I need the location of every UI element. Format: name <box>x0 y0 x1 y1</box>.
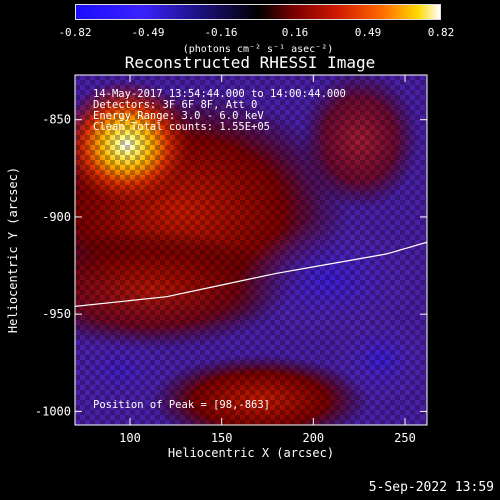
info-line-time-range: 14-May-2017 13:54:44.000 to 14:00:44.000 <box>93 88 346 100</box>
x-tick-label: 200 <box>302 431 324 445</box>
colorbar-tick: -0.49 <box>131 26 165 39</box>
plot-frame <box>74 74 428 426</box>
x-axis: 100 150 200 250 <box>119 75 416 445</box>
x-tick-label: 250 <box>394 431 416 445</box>
y-tick-label: -900 <box>42 210 71 224</box>
info-line-clean-counts: Clean Total counts: 1.55E+05 <box>93 121 270 133</box>
y-tick-label: -1000 <box>35 404 71 418</box>
peak-position-label: Position of Peak = [98,-863] <box>93 399 270 411</box>
colorbar: -0.82 -0.49 -0.16 0.16 0.49 0.82 (photon… <box>58 4 454 55</box>
info-line-energy-range: Energy Range: 3.0 - 6.0 keV <box>93 110 264 122</box>
info-line-detectors: Detectors: 3F 6F 8F, Att 0 <box>93 99 257 111</box>
y-tick-label: -950 <box>42 307 71 321</box>
chart-title: Reconstructed RHESSI Image <box>124 53 376 72</box>
y-axis: -850 -900 -950 -1000 <box>35 113 427 418</box>
footer-timestamp: 5-Sep-2022 13:59 <box>368 480 494 495</box>
colorbar-tick: -0.82 <box>58 26 92 39</box>
x-axis-label: Heliocentric X (arcsec) <box>168 446 334 460</box>
x-tick-label: 150 <box>211 431 233 445</box>
colorbar-tick: -0.16 <box>204 26 238 39</box>
colorbar-tick: 0.16 <box>281 26 309 39</box>
info-block: 14-May-2017 13:54:44.000 to 14:00:44.000… <box>93 88 346 133</box>
colorbar-gradient <box>75 4 441 20</box>
colorbar-tick: 0.82 <box>427 26 455 39</box>
colorbar-tick: 0.49 <box>354 26 382 39</box>
y-tick-label: -850 <box>42 113 71 127</box>
y-axis-label: Heliocentric Y (arcsec) <box>6 167 20 333</box>
colorbar-unit-label: (photons cm⁻² s⁻¹ asec⁻²) <box>182 44 334 55</box>
x-tick-label: 100 <box>119 431 141 445</box>
heatmap-image <box>75 75 427 425</box>
solar-limb-curve <box>75 241 427 307</box>
